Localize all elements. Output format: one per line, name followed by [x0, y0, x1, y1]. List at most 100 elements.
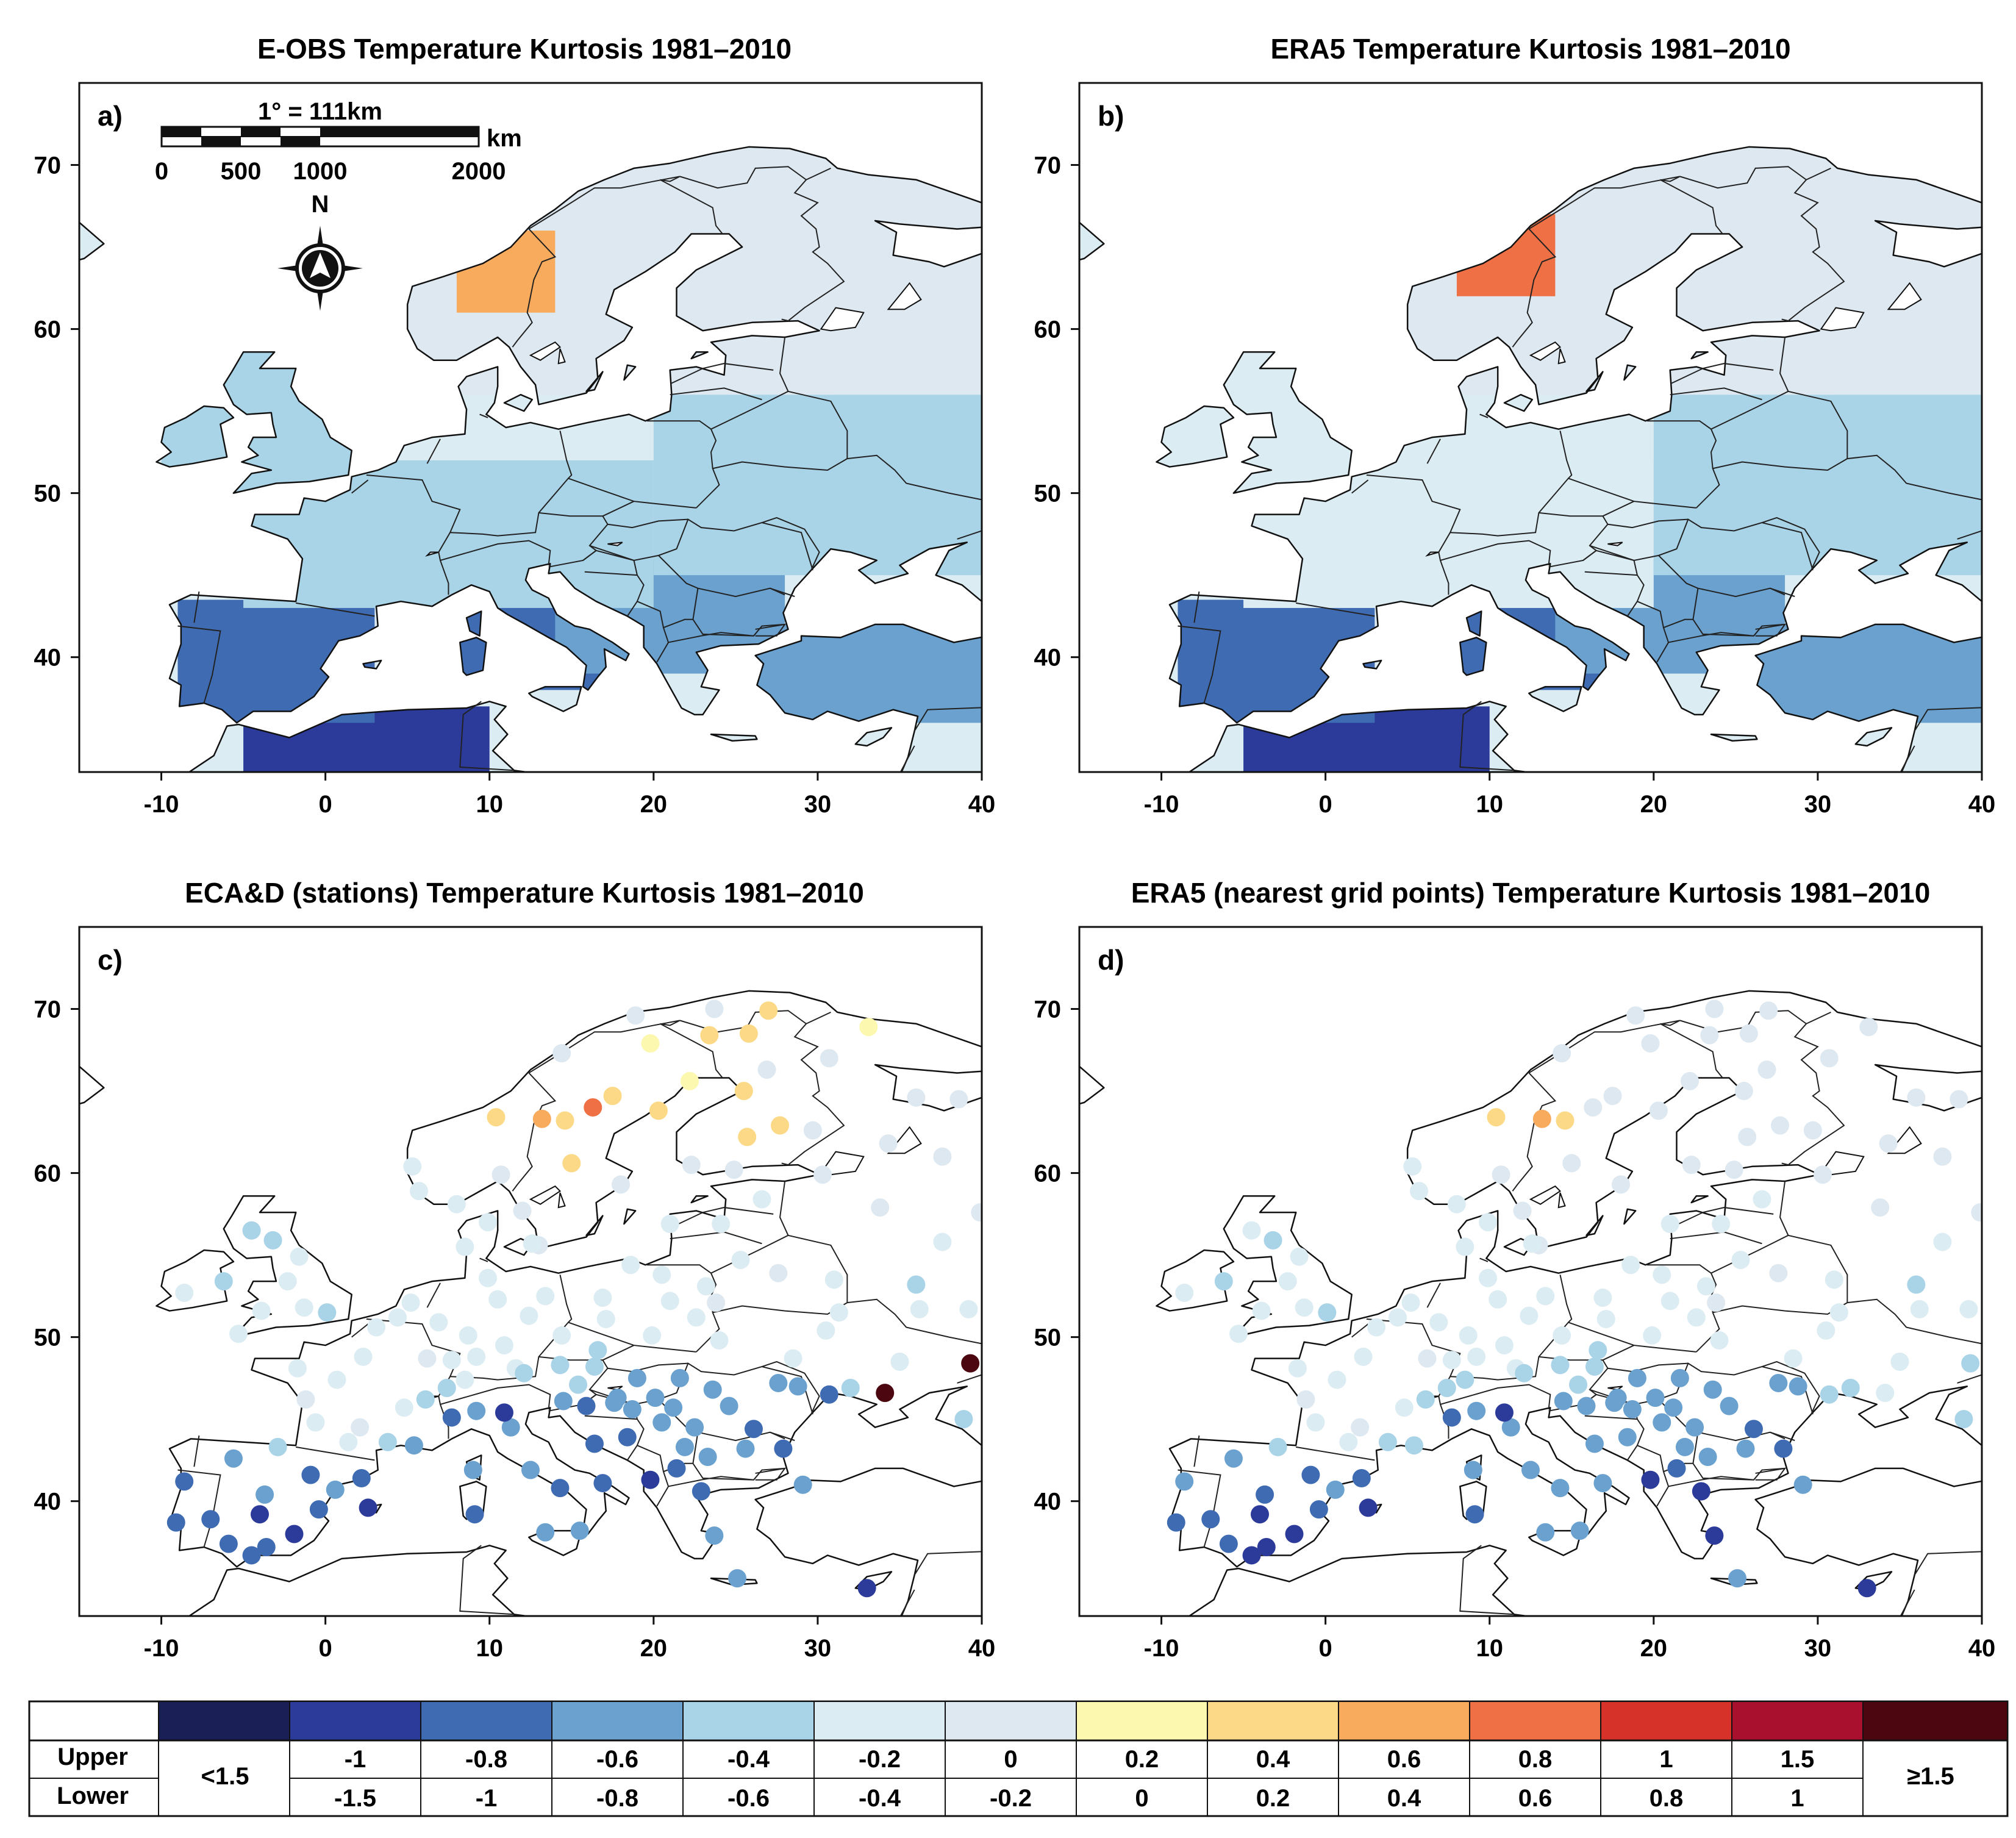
map-frame-a	[78, 82, 983, 773]
station-point	[1523, 1234, 1542, 1253]
station-point	[584, 1098, 602, 1117]
x-tick-label: 20	[640, 791, 668, 818]
station-point	[1971, 1203, 1982, 1222]
station-point	[707, 1293, 726, 1312]
station-point	[1251, 1505, 1269, 1524]
kurtosis-region	[1785, 165, 1982, 395]
country-border	[1607, 518, 1689, 529]
country-border	[712, 1298, 982, 1345]
legend-swatch	[1338, 1701, 1470, 1741]
station-point	[1933, 1232, 1952, 1251]
coastline	[79, 1065, 105, 1105]
station-point	[641, 1470, 660, 1489]
station-point	[1459, 1326, 1478, 1345]
country-border	[1806, 167, 1831, 181]
station-point	[1712, 1214, 1731, 1233]
legend-swatch	[813, 1701, 946, 1741]
station-point	[296, 1390, 315, 1409]
y-tick-label: 40	[34, 645, 62, 671]
coastline	[188, 701, 532, 772]
legend-lower-value: -0.8	[596, 1785, 638, 1812]
station-point	[1981, 1093, 1982, 1102]
country-border	[755, 623, 787, 637]
station-point	[554, 1392, 573, 1411]
station-point	[495, 1403, 513, 1422]
country-border	[1584, 1415, 1637, 1420]
station-point	[256, 1485, 274, 1504]
station-point	[1354, 1347, 1373, 1366]
station-point	[1515, 1364, 1534, 1382]
lake	[1529, 341, 1562, 361]
country-border	[1762, 517, 1820, 571]
station-point	[1593, 1474, 1612, 1493]
station-point	[1660, 1214, 1679, 1233]
legend-lower-value: 0.4	[1387, 1785, 1421, 1812]
country-border	[602, 1345, 634, 1361]
map-outlines-c	[79, 990, 982, 1616]
legend-upper-value: -0.8	[465, 1746, 507, 1773]
station-point	[724, 1160, 743, 1179]
station-point	[675, 1437, 694, 1456]
station-point	[359, 1498, 377, 1517]
station-point	[954, 1410, 973, 1429]
country-border	[670, 1231, 762, 1245]
legend-upper-value: 0.8	[1518, 1746, 1553, 1773]
x-tick-label: 30	[804, 1635, 832, 1662]
station-point	[910, 1300, 929, 1318]
station-point	[1660, 1292, 1679, 1311]
country-border	[177, 625, 221, 704]
station-point	[1410, 1182, 1429, 1201]
station-point	[971, 1203, 982, 1222]
station-point	[1389, 1308, 1407, 1327]
station-points-d	[1167, 999, 1982, 1598]
country-border	[1692, 1432, 1785, 1481]
x-tick-label: 40	[1968, 791, 1996, 818]
legend-above-label: ≥1.5	[1907, 1763, 1954, 1790]
station-point	[585, 1357, 604, 1376]
country-border	[806, 167, 831, 181]
station-point	[1456, 1237, 1474, 1256]
station-point	[759, 1001, 778, 1020]
station-point	[820, 1049, 838, 1068]
legend-lower-value: -0.6	[727, 1785, 770, 1812]
country-border	[762, 1361, 820, 1415]
station-point	[593, 1474, 612, 1493]
station-points-c	[166, 999, 982, 1598]
country-border	[607, 518, 688, 529]
country-border	[696, 337, 789, 509]
station-point	[1685, 1418, 1704, 1437]
legend-upper-label: Upper	[57, 1743, 128, 1770]
station-point	[404, 1436, 423, 1455]
station-point	[1720, 1396, 1739, 1415]
station-point	[551, 1479, 570, 1498]
station-point	[1759, 1001, 1778, 1020]
panel-a-label: a)	[98, 100, 123, 132]
station-point	[536, 1287, 555, 1306]
station-point	[813, 1165, 832, 1184]
station-point	[1585, 1357, 1604, 1376]
scale-label-500: 500	[221, 158, 262, 185]
legend-swatch	[1469, 1701, 1601, 1741]
station-point	[612, 1175, 630, 1194]
land-fill	[79, 222, 104, 260]
station-point	[166, 1513, 185, 1532]
lake	[607, 1386, 623, 1390]
station-point	[1536, 1287, 1555, 1306]
station-point	[1339, 1432, 1358, 1451]
station-point	[339, 1432, 358, 1451]
coastline	[362, 659, 382, 670]
station-point	[784, 1349, 802, 1368]
country-border	[1479, 413, 1489, 418]
country-border	[762, 517, 820, 571]
country-border	[1178, 1469, 1221, 1548]
station-point	[1290, 1247, 1309, 1266]
legend-upper-value: 1.5	[1781, 1746, 1815, 1773]
x-tick-label: 20	[1640, 1635, 1668, 1662]
coastline	[79, 221, 105, 261]
country-border	[1647, 420, 1712, 430]
country-border	[426, 1282, 441, 1308]
station-point	[278, 1272, 297, 1291]
coastline	[465, 610, 482, 637]
station-point	[378, 1432, 397, 1451]
x-tick-label: 10	[476, 1635, 503, 1662]
